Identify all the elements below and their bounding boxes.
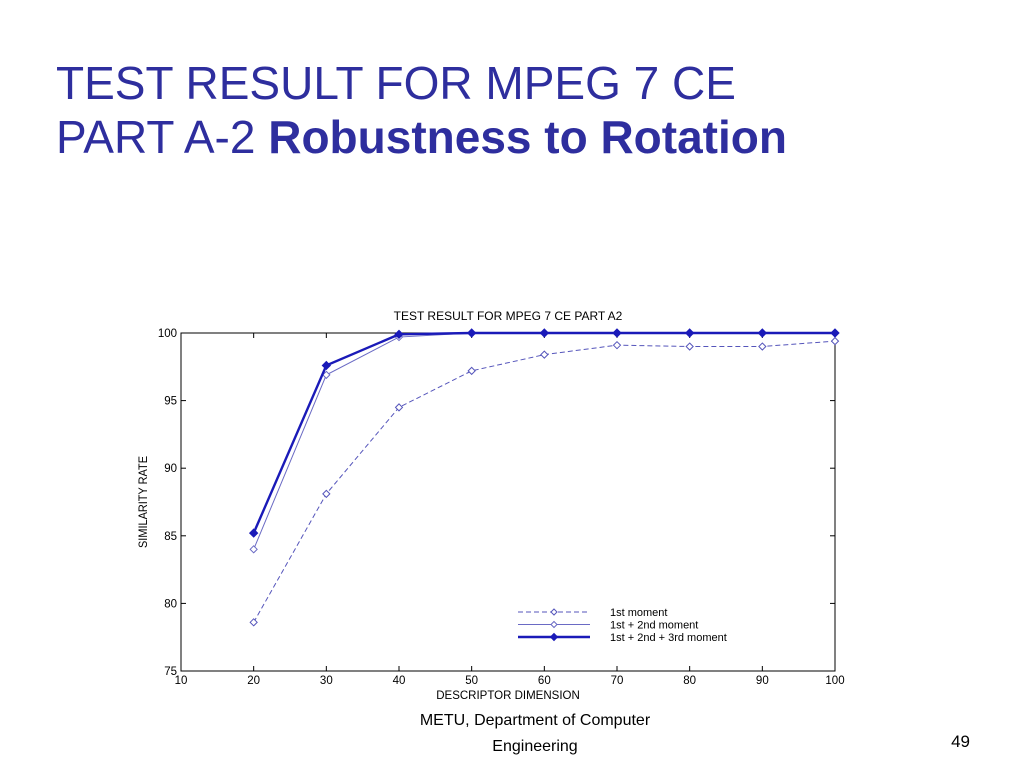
- legend-marker-1: [550, 608, 558, 616]
- legend-marker-3: [549, 632, 559, 642]
- series-1-point: [758, 342, 767, 351]
- series-2-point: [249, 545, 258, 554]
- series-1-point: [612, 340, 622, 350]
- footer-line1: METU, Department of Computer: [419, 712, 651, 729]
- legend-label-2: 1st + 2nd moment: [610, 620, 698, 632]
- page-number: 49: [951, 732, 970, 751]
- x-tick-label: 30: [320, 675, 333, 687]
- x-tick-label: 20: [247, 675, 260, 687]
- footer-affiliation: METU, Department of Computer Engineering: [380, 708, 690, 760]
- series-line-2: [253, 332, 835, 550]
- slide-title: TEST RESULT FOR MPEG 7 CE PART A-2 Robus…: [56, 56, 996, 164]
- series-1-point: [830, 336, 840, 346]
- series-line-1: [253, 340, 836, 623]
- series-3-point: [757, 328, 768, 338]
- x-tick-label: 10: [175, 675, 188, 687]
- slide-title-line2: PART A-2 Robustness to Rotation: [56, 110, 996, 164]
- chart-title: TEST RESULT FOR MPEG 7 CE PART A2: [394, 309, 623, 323]
- x-tick-label: 40: [393, 675, 406, 687]
- series-line-3: [252, 331, 835, 534]
- series-3-point: [684, 328, 695, 338]
- y-tick-label: 95: [164, 396, 177, 408]
- x-tick-label: 60: [538, 675, 551, 687]
- series-1-point: [467, 366, 476, 376]
- x-tick-label: 50: [465, 675, 478, 687]
- x-tick-label: 90: [756, 675, 769, 687]
- footer-line2: Engineering: [492, 738, 578, 755]
- slide-title-line1: TEST RESULT FOR MPEG 7 CE: [56, 57, 736, 109]
- series-3-point: [612, 328, 622, 338]
- slide-title-bold: Robustness to Rotation: [268, 111, 787, 163]
- y-tick-label: 80: [164, 598, 177, 610]
- x-tick-label: 80: [683, 675, 696, 687]
- legend-label-3: 1st + 2nd + 3rd moment: [610, 632, 727, 644]
- y-tick-label: 75: [164, 666, 177, 678]
- x-tick-label: 70: [611, 675, 624, 687]
- series-1-point: [322, 489, 331, 499]
- series-1-point: [249, 618, 258, 627]
- y-tick-label: 90: [164, 463, 177, 475]
- series-3-point: [830, 328, 840, 338]
- series-1-point: [685, 342, 694, 351]
- y-tick-label: 100: [158, 328, 177, 340]
- series-1-point: [540, 350, 549, 359]
- similarity-chart: TEST RESULT FOR MPEG 7 CE PART A2 10 20 30 4…: [138, 309, 845, 702]
- slide-title-plain: PART A-2: [56, 111, 269, 163]
- series-3-point: [539, 328, 550, 338]
- x-axis-label: DESCRIPTOR DIMENSION: [436, 690, 580, 702]
- series-3-point: [248, 528, 259, 538]
- x-tick-label: 100: [825, 675, 844, 687]
- legend-label-1: 1st moment: [610, 607, 667, 619]
- series-3-point: [394, 329, 404, 340]
- legend-marker-2: [550, 620, 558, 629]
- series-1-point: [394, 403, 404, 412]
- series-3-point: [466, 328, 477, 338]
- y-axis-label: SIMILARITY RATE: [138, 456, 150, 548]
- series-3-point: [321, 360, 332, 371]
- plot-frame: [180, 332, 836, 672]
- y-tick-label: 85: [164, 531, 177, 543]
